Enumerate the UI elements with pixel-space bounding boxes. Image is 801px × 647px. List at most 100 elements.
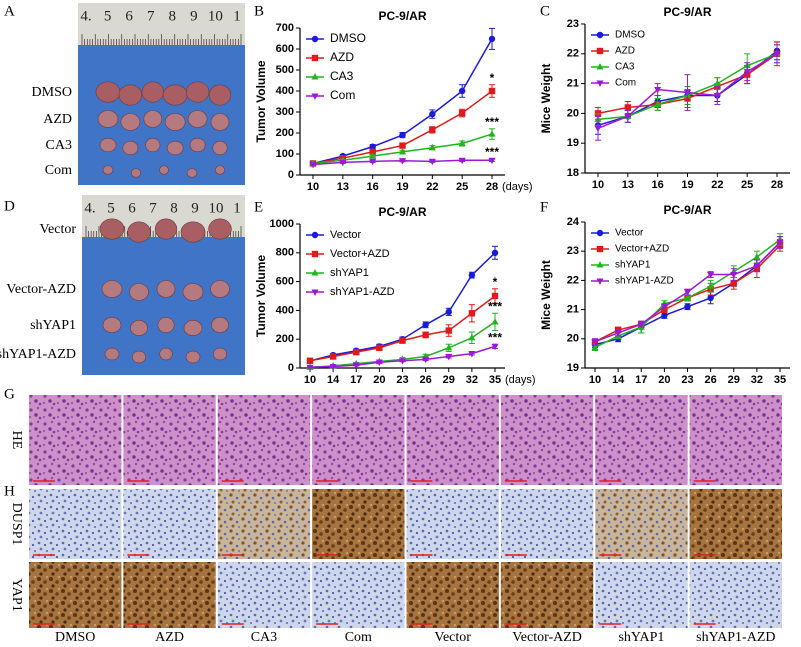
legend-marker bbox=[596, 245, 604, 253]
y-tick-label: 1000 bbox=[270, 218, 294, 230]
legend-label: Com bbox=[615, 78, 636, 89]
x-tick-label: 26 bbox=[420, 374, 432, 386]
data-point bbox=[458, 87, 466, 95]
legend-marker bbox=[596, 63, 604, 70]
x-tick-label: 14 bbox=[327, 374, 340, 386]
data-point bbox=[458, 109, 466, 117]
chart-title: PC-9/AR bbox=[663, 5, 711, 19]
y-tick-label: 0 bbox=[288, 362, 294, 374]
tumor bbox=[185, 81, 210, 103]
x-tick-label: 35 bbox=[774, 374, 786, 386]
data-point bbox=[684, 303, 691, 310]
legend-marker bbox=[311, 231, 319, 239]
tumor bbox=[210, 280, 230, 298]
data-point bbox=[352, 362, 360, 369]
data-point bbox=[329, 364, 337, 371]
x-tick-label: 13 bbox=[622, 179, 634, 191]
data-point bbox=[488, 87, 496, 95]
data-point bbox=[713, 92, 721, 100]
tumor bbox=[180, 221, 206, 243]
x-tick-label: 16 bbox=[367, 181, 379, 193]
data-point bbox=[753, 263, 761, 270]
legend-marker bbox=[596, 229, 604, 237]
data-point bbox=[306, 357, 314, 364]
data-point bbox=[445, 344, 453, 351]
data-point bbox=[488, 157, 496, 165]
x-tick-label: 10 bbox=[589, 374, 601, 386]
micrograph bbox=[689, 489, 782, 559]
legend-label: shYAP1 bbox=[330, 267, 369, 279]
data-point bbox=[491, 343, 499, 351]
chart-title: PC-9/AR bbox=[378, 205, 426, 219]
ruler-number: 4. bbox=[80, 8, 91, 24]
data-point bbox=[713, 79, 721, 87]
data-point bbox=[369, 152, 377, 159]
micrograph bbox=[29, 489, 122, 559]
micrograph bbox=[689, 395, 782, 485]
micrograph bbox=[123, 395, 216, 485]
data-point bbox=[445, 308, 452, 316]
legend-label: AZD bbox=[330, 50, 354, 64]
x-tick-label: 20 bbox=[373, 374, 385, 386]
data-point bbox=[399, 337, 406, 344]
y-axis-label: Mice Weight bbox=[539, 260, 553, 330]
micrograph bbox=[217, 562, 311, 628]
data-point bbox=[429, 110, 436, 118]
x-tick-label: 16 bbox=[652, 179, 664, 191]
panel-label: G bbox=[4, 386, 15, 402]
y-tick-label: 200 bbox=[276, 127, 294, 139]
data-point bbox=[654, 87, 662, 94]
y-tick-label: 600 bbox=[276, 43, 294, 55]
y-tick-label: 22 bbox=[567, 274, 579, 286]
legend-label: Vector bbox=[615, 228, 644, 239]
micrograph bbox=[123, 489, 216, 559]
x-tick-label: 29 bbox=[443, 374, 455, 386]
legend-label: shYAP1-AZD bbox=[615, 276, 674, 287]
y-tick-label: 23 bbox=[567, 18, 579, 30]
tumor bbox=[162, 84, 188, 106]
data-point bbox=[637, 321, 645, 329]
column-label: CA3 bbox=[251, 630, 277, 645]
data-point bbox=[445, 353, 453, 361]
x-tick-label: 20 bbox=[658, 374, 670, 386]
data-point bbox=[488, 130, 496, 137]
column-label: shYAP1 bbox=[618, 630, 664, 645]
y-tick-label: 20 bbox=[567, 107, 579, 119]
x-tick-label: 13 bbox=[337, 181, 349, 193]
data-point bbox=[707, 294, 714, 302]
tumor bbox=[101, 280, 123, 298]
data-point bbox=[376, 344, 383, 352]
ruler-number: 7 bbox=[149, 200, 157, 216]
micrograph bbox=[500, 489, 594, 559]
column-label: AZD bbox=[155, 630, 184, 645]
tumor bbox=[118, 84, 143, 106]
legend-marker bbox=[596, 80, 604, 87]
data-point bbox=[683, 294, 692, 301]
data-point bbox=[491, 318, 499, 325]
data-point bbox=[428, 143, 436, 151]
y-tick-label: 400 bbox=[276, 85, 294, 97]
ruler-number: 8 bbox=[170, 200, 178, 216]
x-tick-label: 28 bbox=[486, 181, 498, 193]
row-label: shYAP1-AZD bbox=[0, 347, 76, 362]
ruler-number: 6 bbox=[125, 8, 133, 24]
legend-label: AZD bbox=[615, 46, 635, 57]
data-point bbox=[660, 304, 668, 311]
data-point bbox=[591, 339, 599, 346]
data-point bbox=[624, 104, 632, 111]
tumor bbox=[143, 110, 163, 128]
x-tick-label: 14 bbox=[612, 374, 625, 386]
tumor bbox=[97, 110, 119, 128]
row-label: HE bbox=[9, 431, 24, 450]
data-point bbox=[614, 330, 622, 337]
ruler-number: 4. bbox=[84, 200, 95, 216]
y-tick-label: 19 bbox=[567, 362, 579, 374]
x-tick-label: 17 bbox=[350, 374, 362, 386]
y-tick-label: 24 bbox=[567, 216, 580, 228]
micrograph bbox=[689, 562, 782, 628]
data-point bbox=[398, 148, 407, 155]
data-point bbox=[422, 321, 429, 328]
legend-label: Vector+AZD bbox=[330, 248, 390, 260]
